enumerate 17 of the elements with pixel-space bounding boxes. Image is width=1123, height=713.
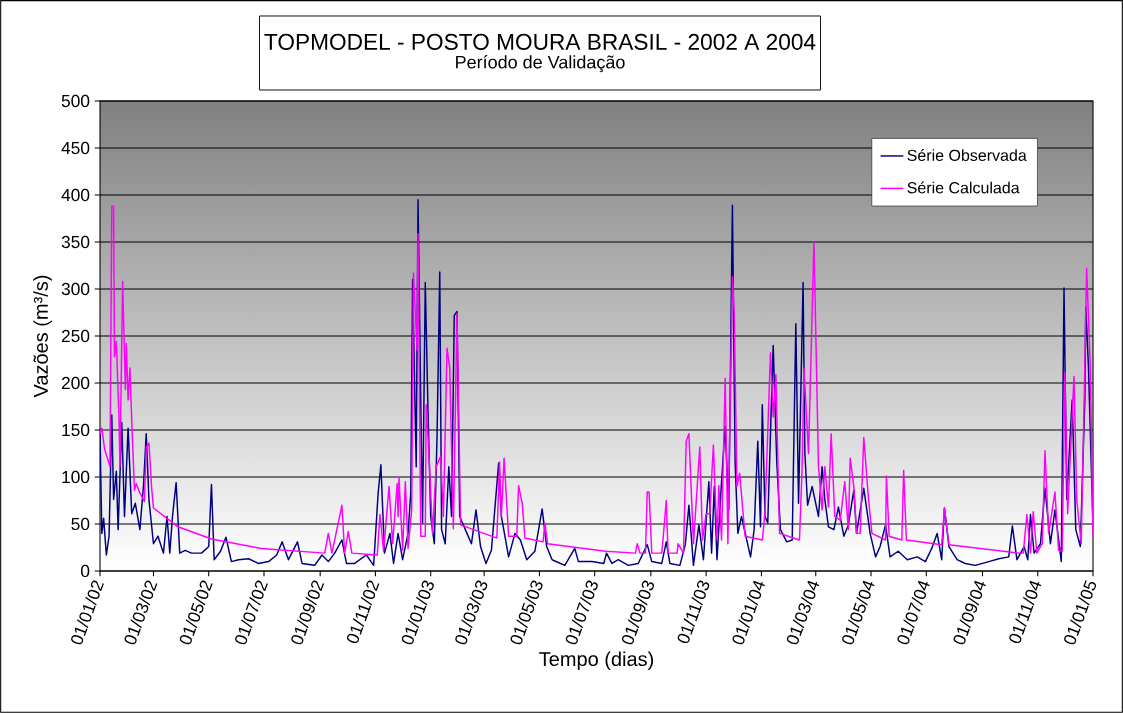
y-tick-label: 350: [61, 235, 90, 249]
legend-label: Série Observada: [907, 149, 1027, 161]
legend-label: Série Calculada: [907, 181, 1020, 194]
y-tick-label: 50: [71, 517, 90, 531]
chart-subtitle: Período de Validação: [456, 55, 625, 73]
y-axis-title: Vazões (m³/s): [33, 275, 52, 398]
y-tick-label: 100: [62, 470, 90, 484]
y-tick-label: 250: [61, 329, 90, 343]
y-tick-label: 400: [61, 188, 90, 202]
y-tick-label: 200: [61, 376, 90, 390]
y-tick-label: 300: [61, 282, 90, 296]
y-tick-label: 500: [61, 94, 90, 108]
chart-title: TOPMODEL - POSTO MOURA BRASIL - 2002 A 2004: [264, 33, 816, 50]
y-tick-label: 450: [61, 141, 90, 155]
y-tick-label: 150: [62, 423, 90, 437]
x-axis-title: Tempo (dias): [539, 651, 654, 671]
y-tick-label: 0: [81, 564, 90, 578]
